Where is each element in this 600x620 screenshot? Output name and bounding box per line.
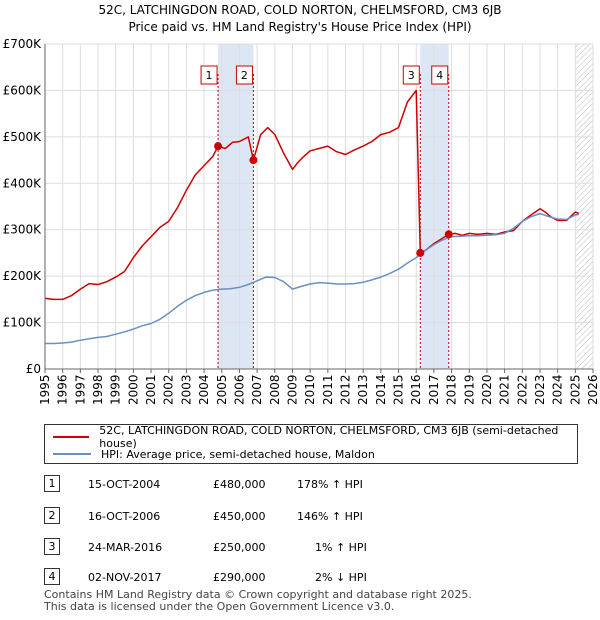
y-tick-label: £200K (3, 269, 43, 283)
x-tick-label: 2008 (268, 374, 282, 405)
x-tick-label: 1998 (91, 374, 105, 405)
x-tick-label: 2017 (427, 374, 441, 405)
y-tick-label: £300K (3, 223, 43, 237)
chart-subtitle: Price paid vs. HM Land Registry's House … (128, 20, 472, 34)
x-tick-label: 2007 (250, 374, 264, 405)
sale-row: 1 15-OCT-2004 £480,000 178% ↑ HPI (0, 475, 600, 495)
price-chart: 1 2 3 4 £0 £100K £200K £300K £400K £500K £600K £700… (3, 37, 600, 405)
sale-point (214, 142, 223, 151)
legend-swatch-property (53, 436, 90, 438)
x-tick-label: 2013 (356, 374, 370, 405)
sale-price: £450,000 (213, 510, 266, 523)
x-tick-label: 2001 (144, 374, 158, 405)
sale-price: £480,000 (213, 478, 266, 491)
sale-price: £290,000 (213, 571, 266, 584)
x-tick-label: 1995 (38, 374, 52, 405)
sale-number-badge: 2 (44, 507, 60, 524)
sale-row: 3 24-MAR-2016 £250,000 1% ↑ HPI (0, 538, 600, 558)
chart-legend: 52C, LATCHINGDON ROAD, COLD NORTON, CHEL… (44, 424, 578, 464)
sale-date: 02-NOV-2017 (88, 571, 162, 584)
sale-number-badge: 3 (44, 538, 60, 555)
legend-label-hpi: HPI: Average price, semi-detached house,… (101, 447, 375, 461)
sale-marker-label: 4 (436, 69, 443, 82)
y-tick-label: £600K (3, 83, 43, 97)
x-tick-label: 2003 (179, 374, 193, 405)
x-tick-label: 2019 (462, 374, 476, 405)
sale-marker-box (402, 65, 420, 85)
sale-marker-label: 1 (206, 69, 213, 82)
sale-hpi-delta: 178% ↑ HPI (297, 478, 363, 491)
x-tick-label: 2022 (515, 374, 529, 405)
sale-hpi-delta: 1% ↑ HPI (315, 541, 367, 554)
sale-point (444, 230, 453, 239)
sale-date: 24-MAR-2016 (88, 541, 163, 554)
sale-point (416, 248, 425, 257)
sale-hpi-delta: 146% ↑ HPI (297, 510, 363, 523)
chart-title: 52C, LATCHINGDON ROAD, COLD NORTON, CHEL… (98, 3, 502, 17)
x-tick-label: 2023 (533, 374, 547, 405)
sale-hpi-delta: 2% ↓ HPI (315, 571, 367, 584)
sale-point (249, 156, 258, 165)
sale-row: 4 02-NOV-2017 £290,000 2% ↓ HPI (0, 568, 600, 588)
x-tick-label: 2011 (321, 374, 335, 405)
y-tick-label: £500K (3, 130, 43, 144)
ownership-shade (420, 44, 449, 369)
sale-marker-box (235, 65, 253, 85)
footer-copyright: Contains HM Land Registry data © Crown c… (44, 588, 472, 601)
x-tick-label: 2004 (197, 374, 211, 405)
ownership-shade (218, 44, 254, 369)
sale-price: £250,000 (213, 541, 266, 554)
series-line-hpi (45, 212, 580, 345)
plot-area (45, 44, 593, 369)
sale-number-badge: 4 (44, 568, 60, 585)
x-tick-label: 2026 (586, 374, 600, 405)
x-tick-label: 2010 (303, 374, 317, 405)
x-tick-label: 2024 (551, 374, 565, 405)
x-tick-label: 2002 (162, 374, 176, 405)
sale-marker-label: 3 (408, 69, 415, 82)
sale-date: 15-OCT-2004 (88, 478, 161, 491)
x-tick-label: 2000 (126, 374, 140, 405)
legend-swatch-hpi (53, 453, 91, 455)
x-tick-label: 2021 (498, 374, 512, 405)
x-tick-label: 2012 (339, 374, 353, 405)
x-tick-label: 2025 (568, 374, 582, 405)
x-tick-label: 1996 (56, 374, 70, 405)
y-tick-label: £0 (26, 362, 41, 376)
sale-marker-box (431, 65, 449, 85)
sale-date: 16-OCT-2006 (88, 510, 161, 523)
sale-number-badge: 1 (44, 475, 60, 492)
sale-marker-box (200, 65, 218, 85)
x-tick-label: 1999 (109, 374, 123, 405)
legend-item-property: 52C, LATCHINGDON ROAD, COLD NORTON, CHEL… (53, 424, 577, 450)
x-tick-label: 2005 (215, 374, 229, 405)
x-tick-label: 1997 (73, 374, 87, 405)
y-tick-label: £400K (3, 176, 43, 190)
y-tick-label: £100K (3, 316, 43, 330)
y-tick-label: £700K (3, 37, 43, 51)
x-tick-label: 2006 (232, 374, 246, 405)
x-tick-label: 2016 (409, 374, 423, 405)
x-tick-label: 2015 (392, 374, 406, 405)
sale-row: 2 16-OCT-2006 £450,000 146% ↑ HPI (0, 507, 600, 527)
future-hatch (575, 44, 593, 369)
sale-marker-label: 2 (241, 69, 248, 82)
footer: Contains HM Land Registry data © Crown c… (44, 589, 472, 613)
legend-label-property: 52C, LATCHINGDON ROAD, COLD NORTON, CHEL… (99, 424, 559, 450)
footer-licence: This data is licensed under the Open Gov… (44, 600, 395, 613)
x-tick-label: 2020 (480, 374, 494, 405)
x-tick-label: 2018 (445, 374, 459, 405)
legend-item-hpi: HPI: Average price, semi-detached house,… (53, 445, 375, 463)
x-tick-label: 2009 (285, 374, 299, 405)
x-tick-label: 2014 (374, 374, 388, 405)
